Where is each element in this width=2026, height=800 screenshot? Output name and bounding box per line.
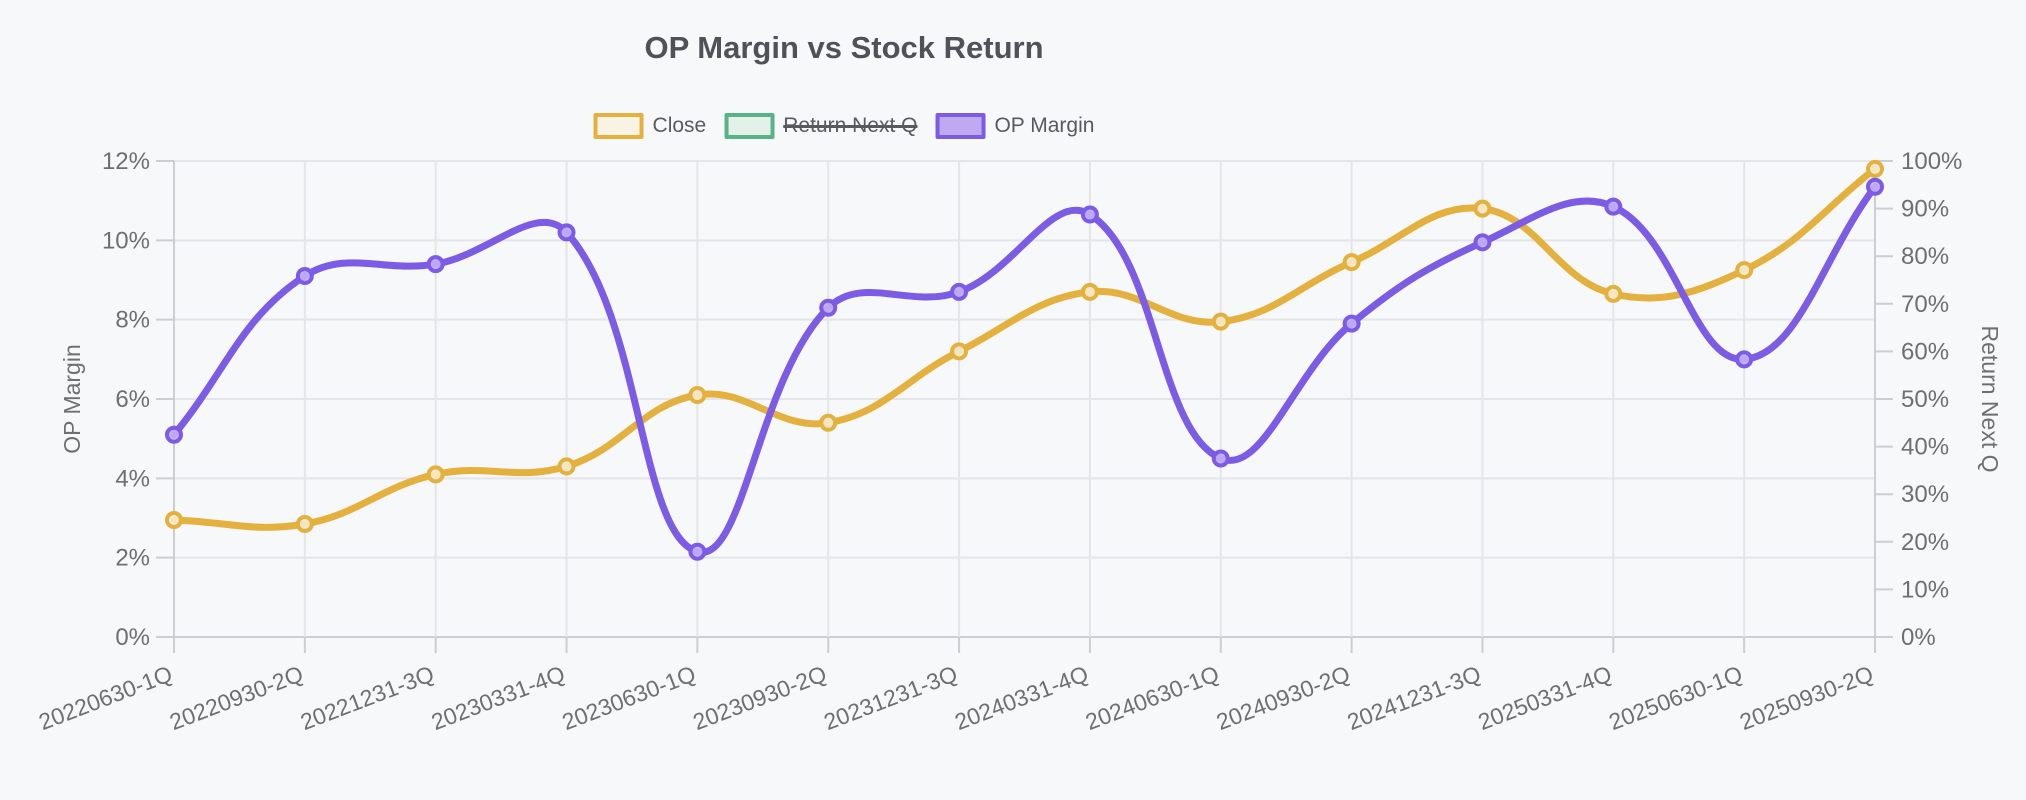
legend-label: Return Next Q: [783, 114, 918, 137]
y-axis-left-tick-label: 6%: [115, 386, 150, 413]
series-op-margin-point: [1211, 449, 1230, 468]
series-op-margin-point: [557, 223, 576, 242]
axis-ticks: [156, 160, 1893, 653]
y-axis-right-tick-label: 100%: [1901, 148, 1962, 175]
series-op-margin-point: [1473, 233, 1492, 252]
y-axis-right-tick-label: 90%: [1901, 196, 1949, 223]
series-close-point: [1080, 282, 1099, 301]
x-axis-tick-label: 20231231-3Q: [820, 660, 961, 735]
x-axis-tick-label: 20241231-3Q: [1344, 660, 1485, 735]
y-axis-left-tick-label: 0%: [115, 624, 150, 651]
y-axis-right-tick-label: 20%: [1901, 529, 1949, 556]
y-axis-left-tick-label: 10%: [102, 227, 150, 254]
series-close-point: [950, 342, 969, 361]
y-axis-right-tick-label: 40%: [1901, 434, 1949, 461]
series-op-margin-point: [1604, 197, 1623, 216]
series-op-margin-point: [688, 542, 707, 561]
series-close-point: [1866, 159, 1884, 178]
y-axis-right-tick-label: 80%: [1901, 243, 1949, 270]
x-axis-tick-label: 20250630-1Q: [1605, 660, 1746, 735]
series-close: [165, 159, 1884, 533]
series-close-point: [165, 510, 183, 529]
series-close-point: [1735, 261, 1754, 280]
x-axis-tick-label: 20250331-4Q: [1474, 660, 1615, 735]
x-axis-tick-label: 20220930-2Q: [166, 660, 307, 735]
legend-item-op-margin[interactable]: OP Margin: [935, 113, 1094, 139]
legend-label: Close: [652, 114, 707, 137]
x-axis-tick-label: 20221231-3Q: [297, 660, 438, 735]
y-axis-right-tick-label: 70%: [1901, 291, 1949, 318]
series-close-point: [1604, 284, 1623, 303]
x-axis-tick-label: 20240630-1Q: [1082, 660, 1223, 735]
y-axis-left-tick-label: 12%: [102, 148, 150, 175]
x-axis-tick-label: 20220630-1Q: [35, 660, 176, 735]
series-op-margin-point: [1866, 177, 1884, 196]
series-close-point: [295, 514, 314, 533]
gridlines: [173, 160, 1876, 638]
series-close-point: [1211, 312, 1230, 331]
series-op-margin-point: [295, 267, 314, 286]
legend-swatch-icon: [593, 113, 644, 139]
x-axis-tick-label: 20230630-1Q: [559, 660, 700, 735]
legend-item-close[interactable]: Close: [593, 113, 707, 139]
chart-legend: Close Return Next Q OP Margin: [593, 113, 1094, 139]
axis-title-right: Return Next Q: [1977, 326, 2003, 473]
y-axis-left-tick-label: 2%: [115, 545, 150, 572]
series-op-margin-point: [1080, 205, 1099, 224]
series-op-margin: [165, 177, 1884, 561]
series-op-margin-point: [950, 282, 969, 301]
series-close-line: [170, 165, 1879, 531]
y-axis-left-tick-label: 4%: [115, 465, 150, 492]
series-close-point: [819, 413, 838, 432]
y-axis-right-labels: 0% 10% 20% 30% 40% 50% 60% 70% 80% 90% 100%: [1901, 148, 1962, 651]
x-axis-tick-label: 20230331-4Q: [428, 660, 569, 735]
series-close-point: [1473, 199, 1492, 218]
y-axis-left-labels: 0% 2% 4% 6% 8% 10% 12%: [102, 148, 150, 651]
legend-swatch-icon: [724, 113, 775, 139]
y-axis-left-tick-label: 8%: [115, 307, 150, 334]
axis-title-left: OP Margin: [59, 344, 85, 454]
x-axis-tick-label: 20240331-4Q: [951, 660, 1092, 735]
series-close-point: [1342, 253, 1361, 272]
x-axis-tick-label: 20230930-2Q: [689, 660, 830, 735]
y-axis-right-tick-label: 60%: [1901, 338, 1949, 365]
chart-title: OP Margin vs Stock Return: [644, 30, 1044, 65]
legend-label: OP Margin: [994, 114, 1095, 137]
series-op-margin-point: [1342, 314, 1361, 333]
x-axis-labels: 20220630-1Q20220930-2Q20221231-3Q2023033…: [35, 660, 1877, 735]
y-axis-right-tick-label: 10%: [1901, 576, 1949, 603]
x-axis-tick-label: 20240930-2Q: [1213, 660, 1354, 735]
y-axis-right-tick-label: 50%: [1901, 386, 1949, 413]
series-op-margin-point: [819, 298, 838, 317]
series-close-point: [688, 386, 707, 405]
y-axis-right-tick-label: 30%: [1901, 481, 1949, 508]
series-close-point: [557, 457, 576, 476]
y-axis-right-tick-label: 0%: [1901, 624, 1936, 651]
series-op-margin-line: [170, 183, 1879, 556]
series-op-margin-point: [165, 425, 183, 444]
series-close-point: [426, 465, 445, 484]
x-axis-tick-label: 20250930-2Q: [1736, 660, 1877, 735]
legend-item-return-next-q[interactable]: Return Next Q: [724, 113, 917, 139]
series-op-margin-point: [426, 255, 445, 274]
legend-swatch-icon: [935, 113, 986, 139]
series-op-margin-point: [1735, 350, 1754, 369]
